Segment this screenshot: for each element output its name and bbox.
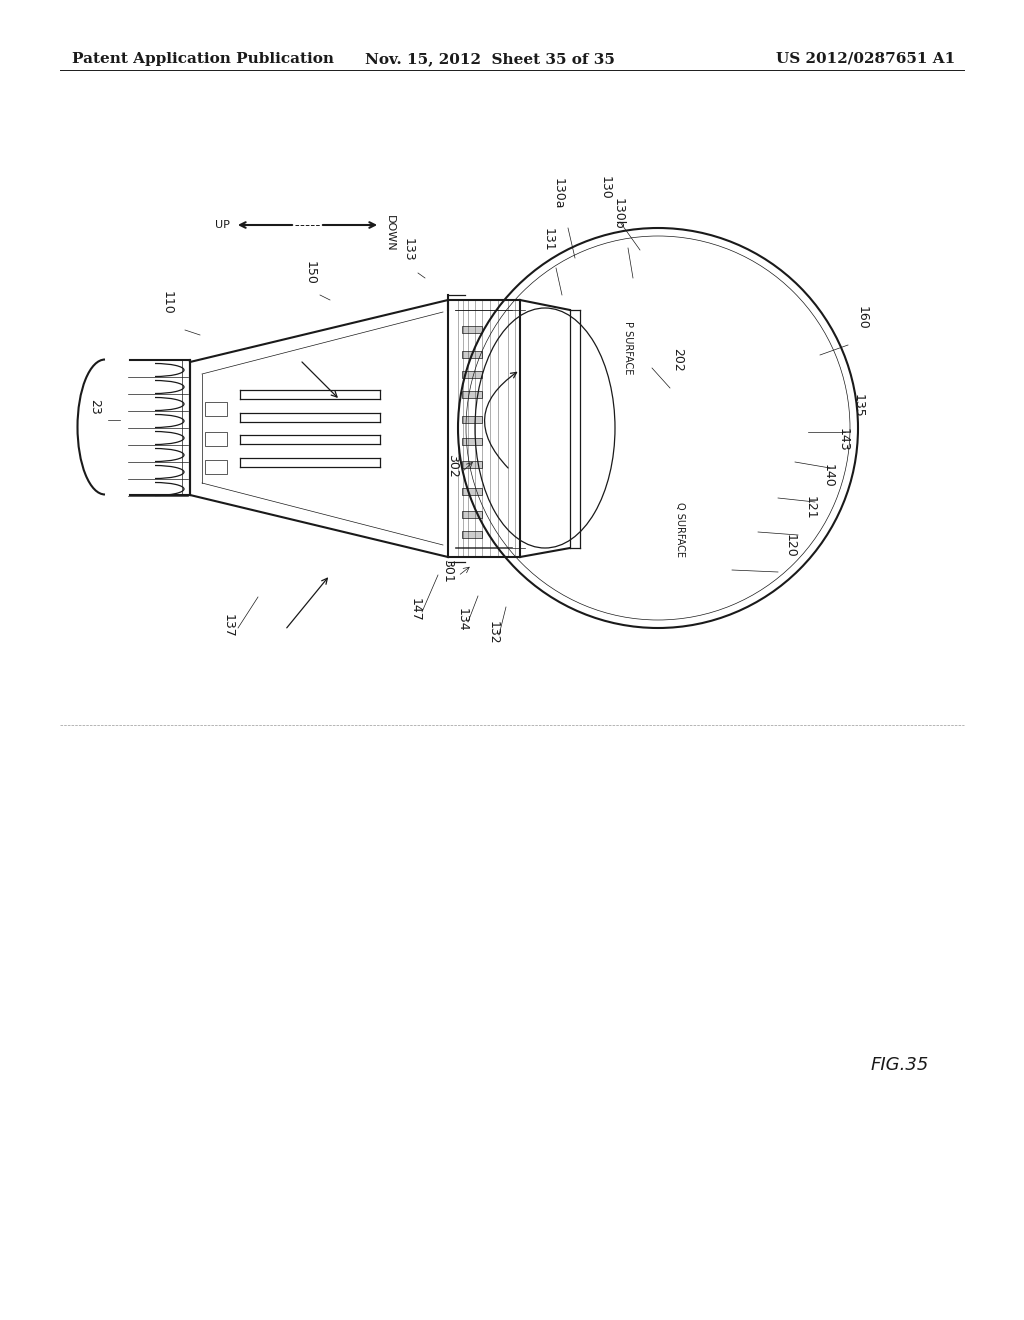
Text: 143: 143: [837, 429, 850, 451]
Text: 160: 160: [855, 306, 868, 330]
Bar: [462, 351, 482, 358]
Bar: [462, 326, 482, 333]
Text: 121: 121: [804, 496, 816, 520]
Bar: [205, 432, 227, 446]
Bar: [462, 488, 482, 495]
Bar: [462, 371, 482, 378]
Text: Q SURFACE: Q SURFACE: [675, 503, 685, 557]
Text: 23: 23: [88, 399, 101, 414]
Text: UP: UP: [215, 220, 230, 230]
Text: DOWN: DOWN: [385, 215, 395, 252]
Bar: [205, 459, 227, 474]
Text: US 2012/0287651 A1: US 2012/0287651 A1: [776, 51, 955, 66]
Text: 130b: 130b: [611, 198, 625, 230]
Text: Nov. 15, 2012  Sheet 35 of 35: Nov. 15, 2012 Sheet 35 of 35: [366, 51, 615, 66]
Text: 137: 137: [221, 614, 234, 638]
Text: 120: 120: [783, 535, 797, 558]
Text: 130: 130: [598, 177, 611, 201]
Text: 150: 150: [303, 261, 316, 285]
Bar: [462, 511, 482, 517]
Text: 302: 302: [446, 454, 460, 478]
Text: 135: 135: [852, 395, 864, 418]
Bar: [205, 403, 227, 416]
Text: 130a: 130a: [552, 178, 564, 210]
Text: 131: 131: [542, 228, 555, 252]
Text: 133: 133: [401, 239, 415, 261]
Text: P SURFACE: P SURFACE: [623, 321, 633, 375]
Text: 202: 202: [672, 348, 684, 372]
Text: 134: 134: [456, 609, 469, 632]
Text: 132: 132: [486, 622, 500, 645]
Bar: [462, 416, 482, 422]
Text: FIG.35: FIG.35: [870, 1056, 929, 1074]
Bar: [462, 391, 482, 399]
Text: 110: 110: [161, 292, 173, 315]
Bar: [462, 531, 482, 539]
Text: 147: 147: [409, 598, 422, 622]
Bar: [462, 461, 482, 469]
Text: Patent Application Publication: Patent Application Publication: [72, 51, 334, 66]
Text: 301: 301: [441, 560, 455, 583]
Text: 140: 140: [821, 465, 835, 488]
Bar: [462, 438, 482, 445]
